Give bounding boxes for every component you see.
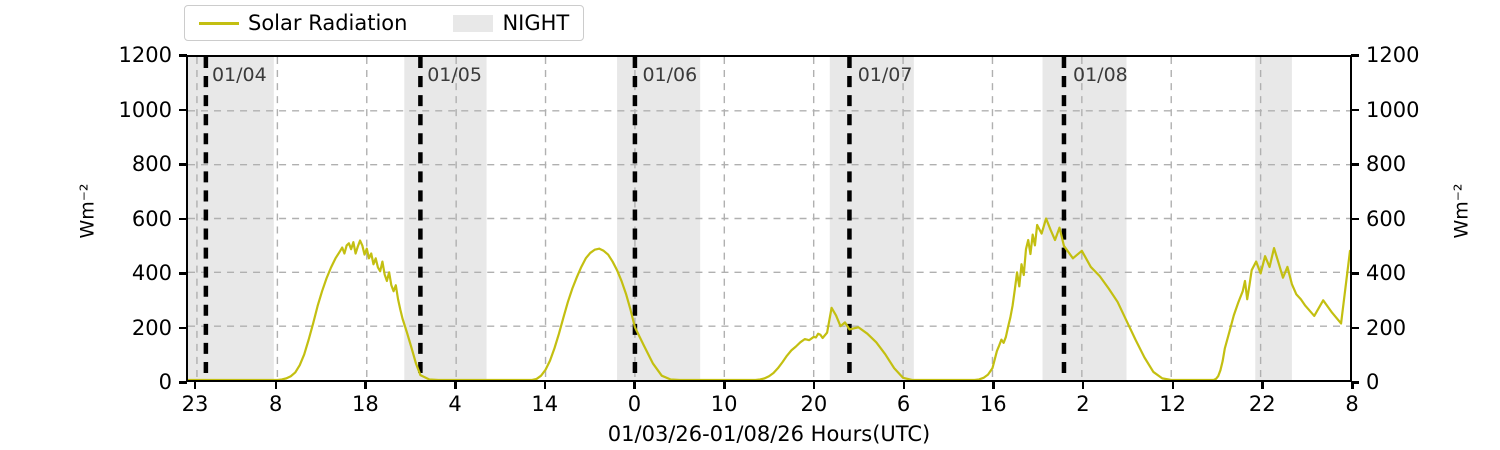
legend-entry-night: NIGHT — [453, 11, 569, 35]
x-axis-tick-mark — [992, 381, 995, 389]
y-axis-right-tick-mark — [1351, 272, 1359, 275]
y-axis-right-tick-label: 200 — [1366, 315, 1407, 340]
y-axis-right-tick-mark — [1351, 54, 1359, 57]
y-axis-left-tick-mark — [179, 54, 187, 57]
x-axis-tick-label: 23 — [181, 392, 209, 416]
legend-label-night: NIGHT — [502, 11, 570, 35]
data-series-layer — [188, 217, 1350, 380]
x-axis-tick-mark — [193, 381, 197, 389]
gridlines-layer — [188, 57, 1350, 380]
x-axis-tick-label: 10 — [710, 392, 738, 416]
x-axis-tick-label: 0 — [627, 392, 642, 416]
y-axis-right-tick-mark — [1351, 381, 1359, 384]
y-axis-right-tick-label: 400 — [1366, 261, 1407, 285]
x-axis-tick-mark — [543, 381, 547, 389]
y-axis-left-tick-mark — [179, 163, 187, 166]
y-axis-right-tick-label: 1200 — [1366, 43, 1420, 67]
y-axis-left-label: Wm⁻² — [76, 183, 99, 239]
x-axis-tick-label: 12 — [1159, 392, 1186, 416]
x-axis-tick-label: 16 — [979, 392, 1007, 416]
x-axis-tick-mark — [1171, 381, 1175, 389]
x-axis-tick-mark — [723, 381, 726, 389]
x-axis-tick-mark — [902, 381, 906, 389]
x-axis-tick-mark — [1081, 381, 1085, 389]
day-marker-label: 01/05 — [427, 64, 482, 86]
x-axis-tick-mark — [1261, 381, 1264, 389]
day-marker-label: 01/08 — [1072, 64, 1128, 86]
x-axis-tick-label: 4 — [448, 392, 462, 416]
x-axis-tick-mark — [633, 381, 636, 389]
x-axis-tick-label: 6 — [896, 392, 911, 416]
y-axis-left-tick-label: 1000 — [118, 97, 172, 122]
y-axis-left-tick-mark — [179, 108, 187, 111]
y-axis-left-tick-mark — [179, 381, 187, 384]
y-axis-right-tick-mark — [1351, 217, 1359, 220]
x-axis-tick-mark — [454, 381, 457, 389]
x-axis-tick-mark — [1351, 381, 1354, 389]
series-line-solar-radiation — [188, 217, 1350, 380]
x-axis-tick-mark — [812, 381, 816, 389]
y-axis-right-tick-mark — [1351, 108, 1359, 111]
plot-area — [186, 55, 1352, 382]
x-axis-tick-label: 22 — [1248, 392, 1276, 416]
y-axis-left-tick-mark — [179, 326, 187, 329]
y-axis-right-label: Wm⁻² — [1450, 183, 1473, 239]
x-axis-label: 01/03/26-01/08/26 Hours(UTC) — [607, 422, 931, 446]
y-axis-left-tick-label: 800 — [131, 152, 172, 176]
legend-label-solar-radiation: Solar Radiation — [248, 11, 408, 35]
x-axis-tick-label: 14 — [531, 392, 559, 416]
chart-legend: Solar Radiation NIGHT — [184, 5, 585, 41]
y-axis-left-tick-label: 1200 — [118, 43, 172, 67]
plot-svg — [188, 57, 1350, 380]
y-axis-left-tick-label: 400 — [131, 261, 172, 285]
night-span — [404, 57, 487, 380]
y-axis-left-tick-label: 0 — [158, 370, 172, 394]
y-axis-left-tick-label: 200 — [131, 315, 172, 340]
y-axis-right-tick-mark — [1351, 163, 1359, 166]
legend-entry-solar-radiation: Solar Radiation — [199, 11, 407, 35]
y-axis-right-tick-label: 600 — [1366, 206, 1407, 231]
y-axis-right-tick-label: 0 — [1366, 370, 1380, 394]
day-marker-label: 01/04 — [211, 64, 267, 86]
y-axis-right-tick-label: 800 — [1366, 152, 1407, 176]
day-marker-label: 01/07 — [857, 64, 913, 86]
y-axis-left-tick-label: 600 — [131, 206, 172, 231]
x-axis-tick-label: 8 — [269, 392, 283, 416]
x-axis-tick-mark — [274, 381, 278, 389]
legend-line-icon — [199, 21, 239, 25]
x-axis-tick-label: 8 — [1345, 392, 1359, 416]
x-axis-tick-label: 2 — [1076, 392, 1090, 416]
y-axis-right-tick-label: 1000 — [1366, 97, 1420, 122]
x-axis-tick-label: 20 — [800, 392, 828, 416]
x-axis-tick-label: 18 — [352, 392, 379, 416]
y-axis-left-tick-mark — [179, 217, 187, 220]
y-axis-left-tick-mark — [179, 272, 187, 275]
y-axis-right-tick-mark — [1351, 326, 1359, 329]
x-axis-tick-mark — [364, 381, 367, 389]
day-marker-label: 01/06 — [642, 64, 698, 86]
legend-patch-icon — [453, 14, 494, 32]
